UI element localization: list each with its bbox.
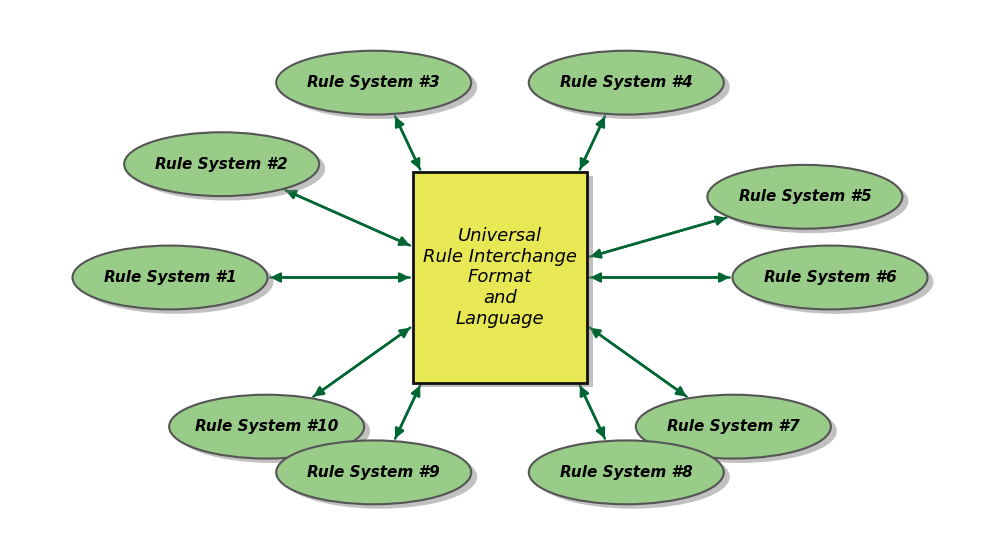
Ellipse shape [282, 55, 477, 119]
Text: Rule System #4: Rule System #4 [560, 75, 693, 90]
Ellipse shape [642, 399, 837, 463]
Ellipse shape [276, 441, 471, 504]
Ellipse shape [529, 441, 724, 504]
Ellipse shape [529, 51, 724, 114]
Text: Rule System #2: Rule System #2 [155, 157, 288, 171]
Ellipse shape [276, 51, 471, 114]
Text: Rule System #7: Rule System #7 [667, 419, 800, 434]
Ellipse shape [169, 395, 364, 458]
Ellipse shape [738, 250, 934, 314]
Text: Rule System #5: Rule System #5 [739, 189, 871, 204]
Text: Rule System #10: Rule System #10 [195, 419, 338, 434]
Ellipse shape [130, 137, 325, 200]
Ellipse shape [535, 445, 730, 509]
Text: Rule System #8: Rule System #8 [560, 465, 693, 480]
Ellipse shape [636, 395, 831, 458]
Ellipse shape [733, 245, 928, 310]
Ellipse shape [535, 55, 730, 119]
Text: Rule System #6: Rule System #6 [764, 270, 896, 285]
Ellipse shape [282, 445, 477, 509]
Text: Rule System #9: Rule System #9 [307, 465, 440, 480]
Text: Rule System #1: Rule System #1 [104, 270, 236, 285]
Ellipse shape [707, 165, 902, 229]
Ellipse shape [78, 250, 274, 314]
Ellipse shape [713, 169, 908, 233]
Ellipse shape [72, 245, 268, 310]
Ellipse shape [175, 399, 370, 463]
FancyBboxPatch shape [418, 176, 593, 387]
Ellipse shape [124, 132, 319, 196]
Text: Universal
Rule Interchange
Format
and
Language: Universal Rule Interchange Format and La… [423, 227, 577, 328]
Text: Rule System #3: Rule System #3 [307, 75, 440, 90]
FancyBboxPatch shape [413, 172, 587, 383]
